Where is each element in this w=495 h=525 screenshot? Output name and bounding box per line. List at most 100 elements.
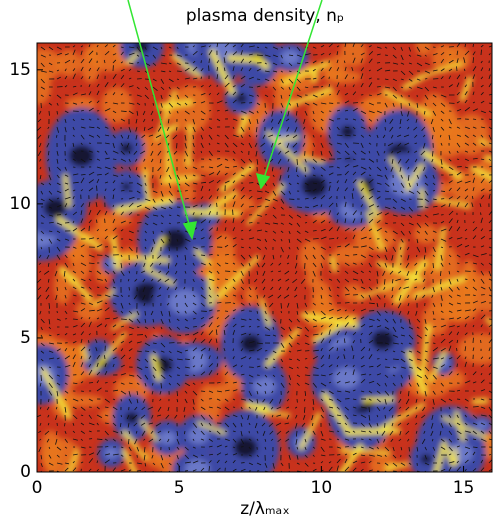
mid-patch: [333, 367, 359, 388]
vector-arrow: [121, 111, 127, 112]
vector-arrow: [329, 238, 334, 239]
vector-arrow: [129, 263, 130, 265]
dark-patch: [125, 412, 138, 424]
vector-arrow: [209, 59, 210, 63]
mid-patch: [281, 50, 300, 65]
vector-arrow: [217, 302, 221, 303]
y-tick-label: 5: [20, 328, 31, 348]
vector-arrow: [233, 349, 234, 351]
mid-patch: [169, 290, 201, 315]
orange-patch: [70, 238, 91, 282]
chart-title: plasma density, nₚ: [186, 6, 344, 26]
vector-arrow: [88, 340, 89, 343]
vector-arrow: [81, 102, 83, 103]
density-field: [1, 15, 495, 504]
vector-arrow: [489, 399, 492, 400]
vector-arrow: [249, 222, 252, 223]
y-tick-label: 10: [9, 194, 31, 214]
dark-patch: [162, 229, 188, 251]
vector-arrow: [40, 407, 41, 409]
dark-patch: [234, 437, 258, 457]
vector-arrow: [305, 358, 307, 359]
orange-patch: [460, 260, 478, 305]
vector-arrow: [209, 466, 210, 471]
vector-arrow: [177, 71, 182, 72]
vector-arrow: [113, 159, 116, 160]
vector-arrow: [289, 359, 292, 360]
vector-arrow: [185, 359, 190, 360]
mid-patch: [476, 420, 488, 429]
vector-arrow: [441, 191, 445, 192]
mid-patch: [188, 427, 209, 444]
dark-patch: [302, 175, 327, 197]
vector-arrow: [249, 190, 252, 191]
dark-patch: [122, 183, 131, 191]
vector-arrow: [393, 359, 399, 360]
x-tick-label: 10: [311, 478, 333, 498]
vector-arrow: [121, 319, 127, 320]
vector-arrow: [257, 79, 260, 80]
vector-arrow: [376, 127, 377, 129]
yellow-filament: [245, 405, 270, 409]
vector-arrow: [384, 159, 385, 161]
vector-arrow: [416, 255, 417, 257]
vector-arrow: [73, 319, 78, 320]
vector-arrow: [104, 355, 105, 359]
vector-arrow: [96, 220, 97, 223]
x-tick-label: 15: [453, 478, 475, 498]
dark-patch: [371, 330, 394, 350]
vector-arrow: [456, 66, 457, 71]
orange-patch: [449, 172, 483, 201]
vector-arrow: [457, 263, 459, 264]
vector-arrow: [105, 423, 109, 424]
vector-arrow: [377, 334, 380, 335]
vector-arrow: [473, 57, 474, 63]
vector-arrow: [465, 44, 466, 47]
orange-patch: [407, 371, 451, 398]
vector-arrow: [145, 367, 148, 368]
vector-arrow: [297, 207, 302, 208]
vector-arrow: [152, 383, 153, 386]
vector-arrow: [137, 71, 140, 72]
vector-arrow: [481, 50, 482, 55]
vector-arrow: [409, 447, 410, 451]
x-tick-label: 5: [174, 478, 185, 498]
vector-arrow: [57, 111, 58, 114]
vector-arrow: [473, 406, 479, 407]
dark-patch: [69, 145, 94, 166]
vector-arrow: [329, 355, 330, 359]
y-tick-label: 0: [20, 462, 31, 482]
vector-arrow: [305, 247, 306, 249]
vector-arrow: [305, 167, 306, 172]
vector-arrow: [89, 143, 91, 144]
orange-patch: [244, 286, 257, 305]
vector-arrow: [201, 255, 205, 256]
vector-arrow: [369, 374, 371, 375]
vector-arrow: [384, 279, 385, 285]
x-axis-label: z/λₘₐₓ: [240, 499, 290, 519]
vector-arrow: [153, 231, 154, 234]
dark-patch: [420, 454, 431, 464]
vector-arrow: [456, 348, 457, 351]
vector-arrow: [425, 78, 427, 79]
vector-arrow: [225, 431, 227, 432]
vector-arrow: [64, 423, 65, 426]
dark-patch: [44, 198, 66, 217]
vector-arrow: [209, 246, 213, 247]
vector-arrow: [249, 127, 250, 130]
vector-arrow: [433, 343, 435, 344]
vector-arrow: [457, 439, 459, 440]
vector-arrow: [265, 350, 267, 351]
vector-arrow: [369, 95, 372, 96]
vector-arrow: [433, 263, 434, 268]
orange-patch: [454, 114, 489, 156]
vector-arrow: [465, 279, 467, 280]
vector-arrow: [209, 431, 211, 432]
vector-arrow: [129, 222, 131, 223]
vector-arrow: [145, 351, 149, 352]
vector-arrow: [473, 119, 476, 120]
vector-arrow: [369, 407, 370, 412]
yellow-filament: [456, 448, 457, 464]
vector-arrow: [57, 287, 58, 291]
